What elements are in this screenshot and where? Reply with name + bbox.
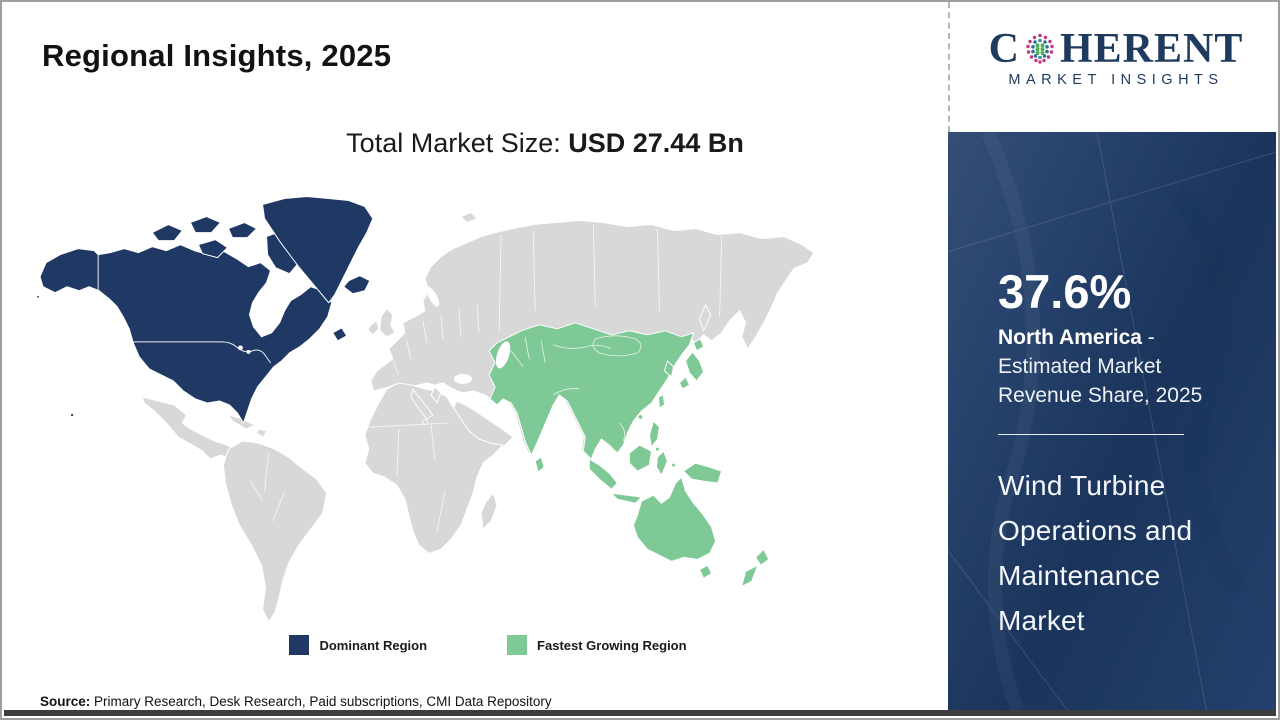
sidebar-watermark-lines xyxy=(948,132,1276,710)
border-lines-russia xyxy=(532,224,723,317)
market-share-desc-text: - Estimated Market Revenue Share, 2025 xyxy=(998,326,1203,407)
logo-letters-rest: HERENT xyxy=(1059,26,1244,72)
region-philippines xyxy=(648,420,660,448)
dominant-region-label: Dominant Region xyxy=(319,637,428,653)
company-logo: C xyxy=(962,28,1270,88)
region-greece xyxy=(430,386,442,404)
source-text: Primary Research, Desk Research, Paid su… xyxy=(90,694,552,709)
source-label: Source: xyxy=(40,694,91,709)
region-asia-pacific-mainland xyxy=(488,322,695,460)
region-korea xyxy=(663,360,675,378)
region-ireland xyxy=(367,320,380,336)
stats-sidebar: 37.6% North America - Estimated Market R… xyxy=(948,132,1276,710)
region-svalbard xyxy=(460,212,478,224)
logo-divider xyxy=(948,2,950,132)
world-map xyxy=(32,190,884,632)
region-north-america xyxy=(39,244,333,424)
region-sakhalin xyxy=(699,304,712,332)
region-sulawesi xyxy=(655,450,668,476)
region-africa xyxy=(364,382,504,554)
map-legend: Dominant Region Fastest Growing Region xyxy=(32,635,884,655)
region-sumatra xyxy=(588,458,618,490)
region-hainan xyxy=(637,414,644,420)
page-title: Regional Insights, 2025 xyxy=(42,38,392,73)
great-lakes-2 xyxy=(246,349,251,354)
market-share-description: North America - Estimated Market Revenue… xyxy=(998,323,1236,410)
dominant-region-swatch xyxy=(289,635,310,655)
border-lines-asia xyxy=(510,335,642,442)
region-new-guinea xyxy=(683,462,723,484)
bottom-bar xyxy=(4,710,1276,716)
great-lakes xyxy=(238,345,243,351)
world-map-svg xyxy=(36,195,815,622)
region-borneo xyxy=(628,444,652,472)
region-philippines-2 xyxy=(654,446,660,452)
logo-tagline: MARKET INSIGHTS xyxy=(1008,72,1224,88)
region-hispaniola xyxy=(256,428,268,438)
market-name: Wind Turbine Operations and Maintenance … xyxy=(998,470,1193,636)
legend-item-fastest-growing: Fastest Growing Region xyxy=(507,635,687,655)
region-newfoundland xyxy=(332,327,348,342)
region-greenland xyxy=(262,195,374,304)
sidebar-content: 37.6% North America - Estimated Market R… xyxy=(948,132,1276,643)
logo-wordmark: C xyxy=(962,28,1270,70)
region-uk xyxy=(379,308,396,338)
border-usa-canada xyxy=(133,341,271,364)
fastest-growing-region-swatch xyxy=(507,635,528,655)
region-italy xyxy=(410,388,434,420)
region-japan xyxy=(679,338,705,390)
border-lines-europe xyxy=(392,234,502,376)
region-moluccas xyxy=(671,462,677,468)
black-sea xyxy=(453,373,473,384)
baltic-sea xyxy=(426,286,440,307)
region-arctic-islands xyxy=(151,216,300,275)
source-line: Source: Primary Research, Desk Research,… xyxy=(40,694,552,709)
region-south-america xyxy=(222,440,328,622)
region-hawaii xyxy=(69,412,75,418)
border-lines-south-america xyxy=(250,453,285,522)
region-new-zealand xyxy=(741,548,770,587)
region-iceland xyxy=(343,275,371,295)
region-taiwan xyxy=(657,394,665,409)
region-tasmania xyxy=(699,564,713,579)
caspian-sea xyxy=(495,341,511,369)
region-australia xyxy=(632,476,717,562)
market-share-region: North America xyxy=(998,326,1142,349)
total-market-size-value: USD 27.44 Bn xyxy=(568,128,744,158)
border-lines-africa xyxy=(368,422,449,532)
legend-item-dominant: Dominant Region xyxy=(289,635,427,655)
logo-letter-c: C xyxy=(988,26,1020,72)
region-java xyxy=(610,492,642,504)
region-aleutians xyxy=(36,294,40,299)
fastest-growing-region-label: Fastest Growing Region xyxy=(537,637,687,653)
total-market-size-label: Total Market Size: xyxy=(346,128,569,158)
total-market-size: Total Market Size: USD 27.44 Bn xyxy=(2,128,948,159)
market-share-value: 37.6% xyxy=(998,265,1132,318)
sidebar-divider xyxy=(998,434,1184,435)
region-sri-lanka xyxy=(534,456,545,473)
globe-dots-icon xyxy=(1026,33,1054,64)
region-madagascar xyxy=(480,492,498,530)
